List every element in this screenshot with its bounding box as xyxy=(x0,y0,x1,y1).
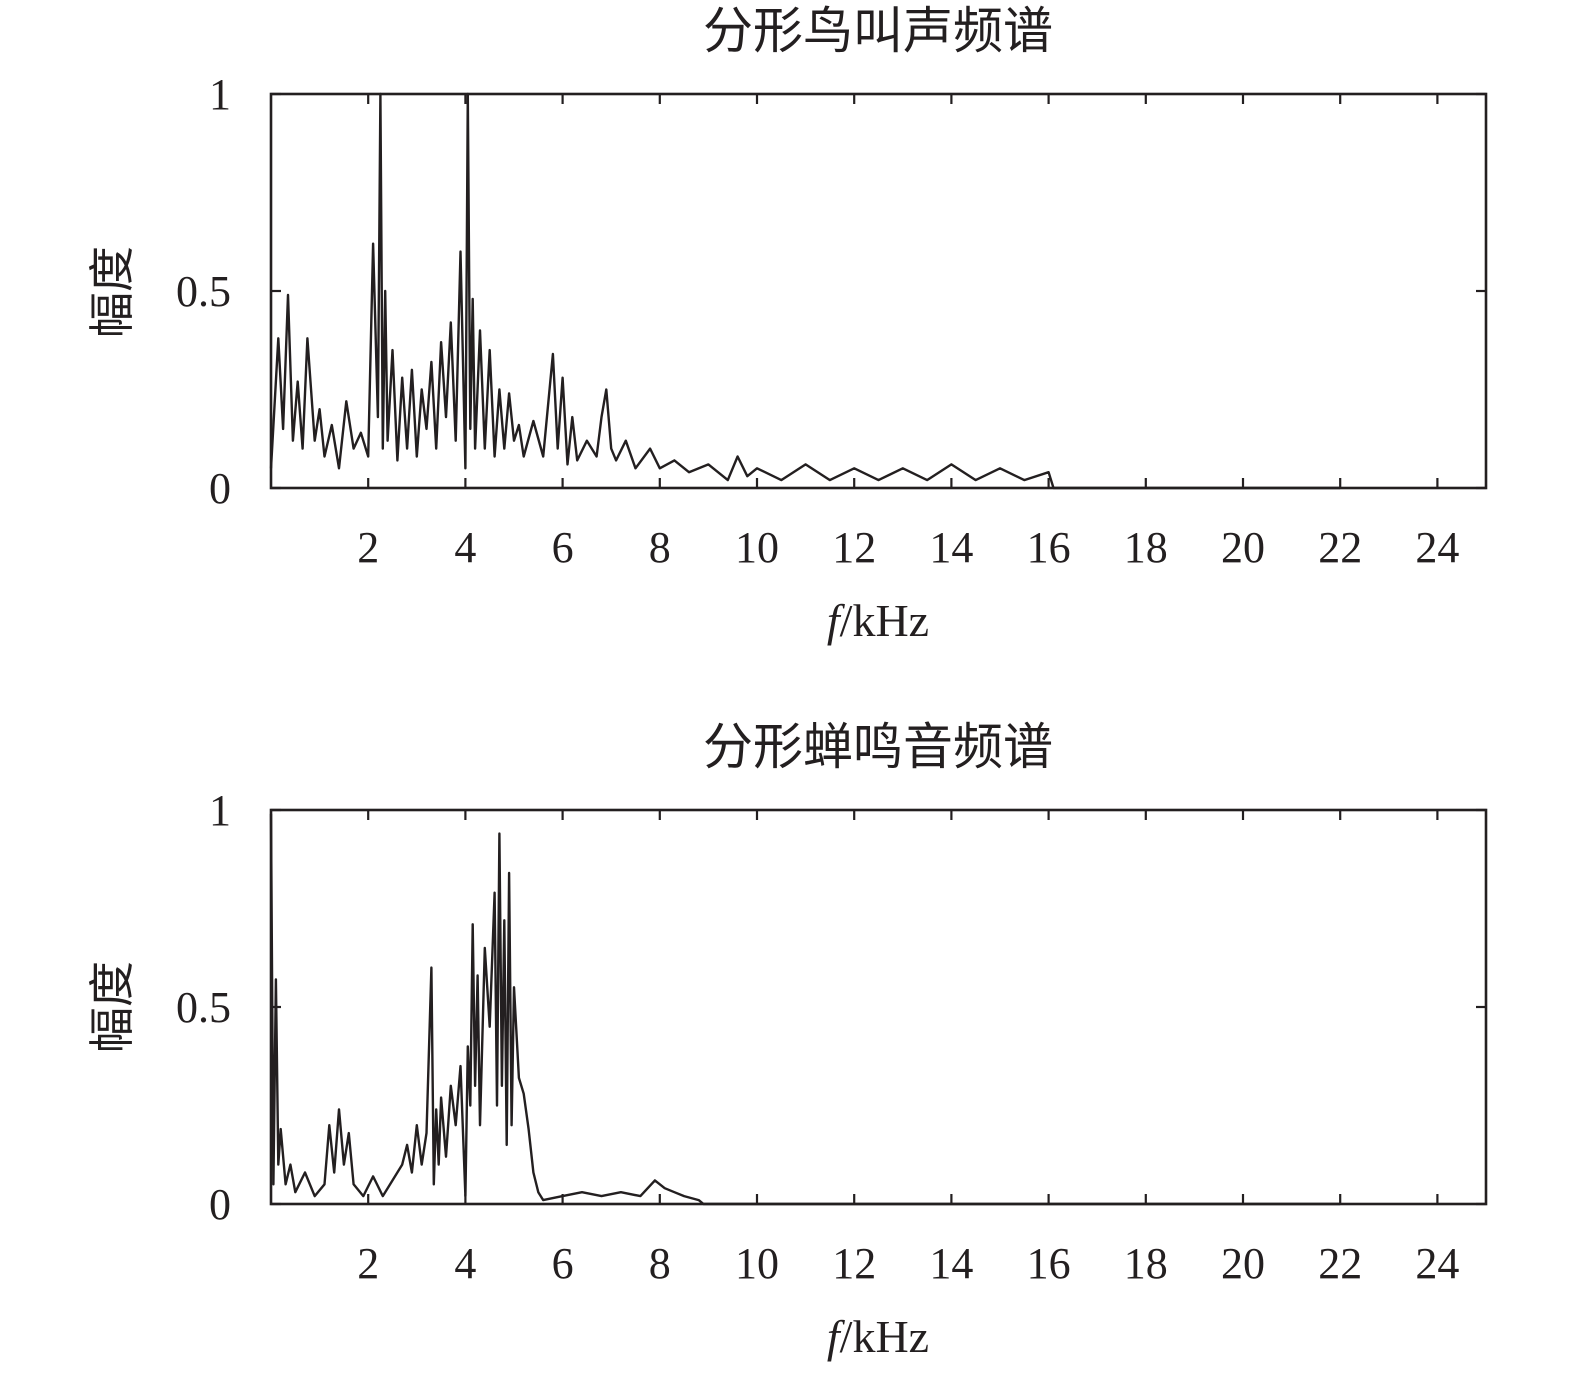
x-tick-label: 12 xyxy=(832,1239,876,1288)
y-tick-label: 0 xyxy=(209,464,231,513)
x-tick-label: 2 xyxy=(357,1239,379,1288)
x-tick-label: 14 xyxy=(929,1239,973,1288)
x-tick-label: 20 xyxy=(1221,1239,1265,1288)
spectrum-trace xyxy=(269,92,1341,490)
y-axis-label: 幅度 xyxy=(87,246,138,338)
x-tick-label: 18 xyxy=(1124,1239,1168,1288)
x-axis-label: f/kHz xyxy=(827,1311,929,1362)
chart-title: 分形蝉鸣音频谱 xyxy=(703,719,1053,775)
bird-spectrum-chart: 分形鸟叫声频谱 幅度 f/kHz 2 4 6 8 10 12 14 16 18 20 22 2400.… xyxy=(87,3,1488,646)
x-tick-label: 8 xyxy=(649,1239,671,1288)
y-tick-label: 1 xyxy=(209,70,231,119)
cicada-spectrum-chart: 分形蝉鸣音频谱 幅度 f/kHz 2 4 6 8 10 12 14 16 18 20 22 2400.… xyxy=(87,719,1488,1362)
x-axis-label-unit: /kHz xyxy=(840,595,929,646)
x-tick-label: 10 xyxy=(735,1239,779,1288)
x-tick-label: 16 xyxy=(1027,523,1071,572)
x-tick-label: 8 xyxy=(649,523,671,572)
x-tick-label: 18 xyxy=(1124,523,1168,572)
x-tick-label: 6 xyxy=(552,523,574,572)
x-tick-label: 22 xyxy=(1318,523,1362,572)
x-tick-label: 10 xyxy=(735,523,779,572)
y-tick-label: 0 xyxy=(209,1180,231,1229)
y-axis-label: 幅度 xyxy=(87,961,138,1053)
x-axis-label: f/kHz xyxy=(827,595,929,646)
spectrum-trace xyxy=(269,813,1341,1206)
x-tick-label: 4 xyxy=(454,523,476,572)
x-axis-label-unit: /kHz xyxy=(840,1311,929,1362)
chart-title: 分形鸟叫声频谱 xyxy=(703,3,1053,59)
x-tick-label: 14 xyxy=(929,523,973,572)
x-tick-label: 16 xyxy=(1027,1239,1071,1288)
x-tick-label: 2 xyxy=(357,523,379,572)
x-tick-label: 24 xyxy=(1415,1239,1459,1288)
x-tick-label: 22 xyxy=(1318,1239,1362,1288)
plot-frame xyxy=(269,92,1488,490)
x-tick-label: 6 xyxy=(552,1239,574,1288)
y-tick-label: 1 xyxy=(209,786,231,835)
y-tick-label: 0.5 xyxy=(176,983,231,1032)
x-tick-label: 20 xyxy=(1221,523,1265,572)
x-tick-label: 4 xyxy=(454,1239,476,1288)
plot-frame xyxy=(269,808,1488,1206)
y-tick-label: 0.5 xyxy=(176,267,231,316)
x-tick-label: 24 xyxy=(1415,523,1459,572)
x-tick-label: 12 xyxy=(832,523,876,572)
